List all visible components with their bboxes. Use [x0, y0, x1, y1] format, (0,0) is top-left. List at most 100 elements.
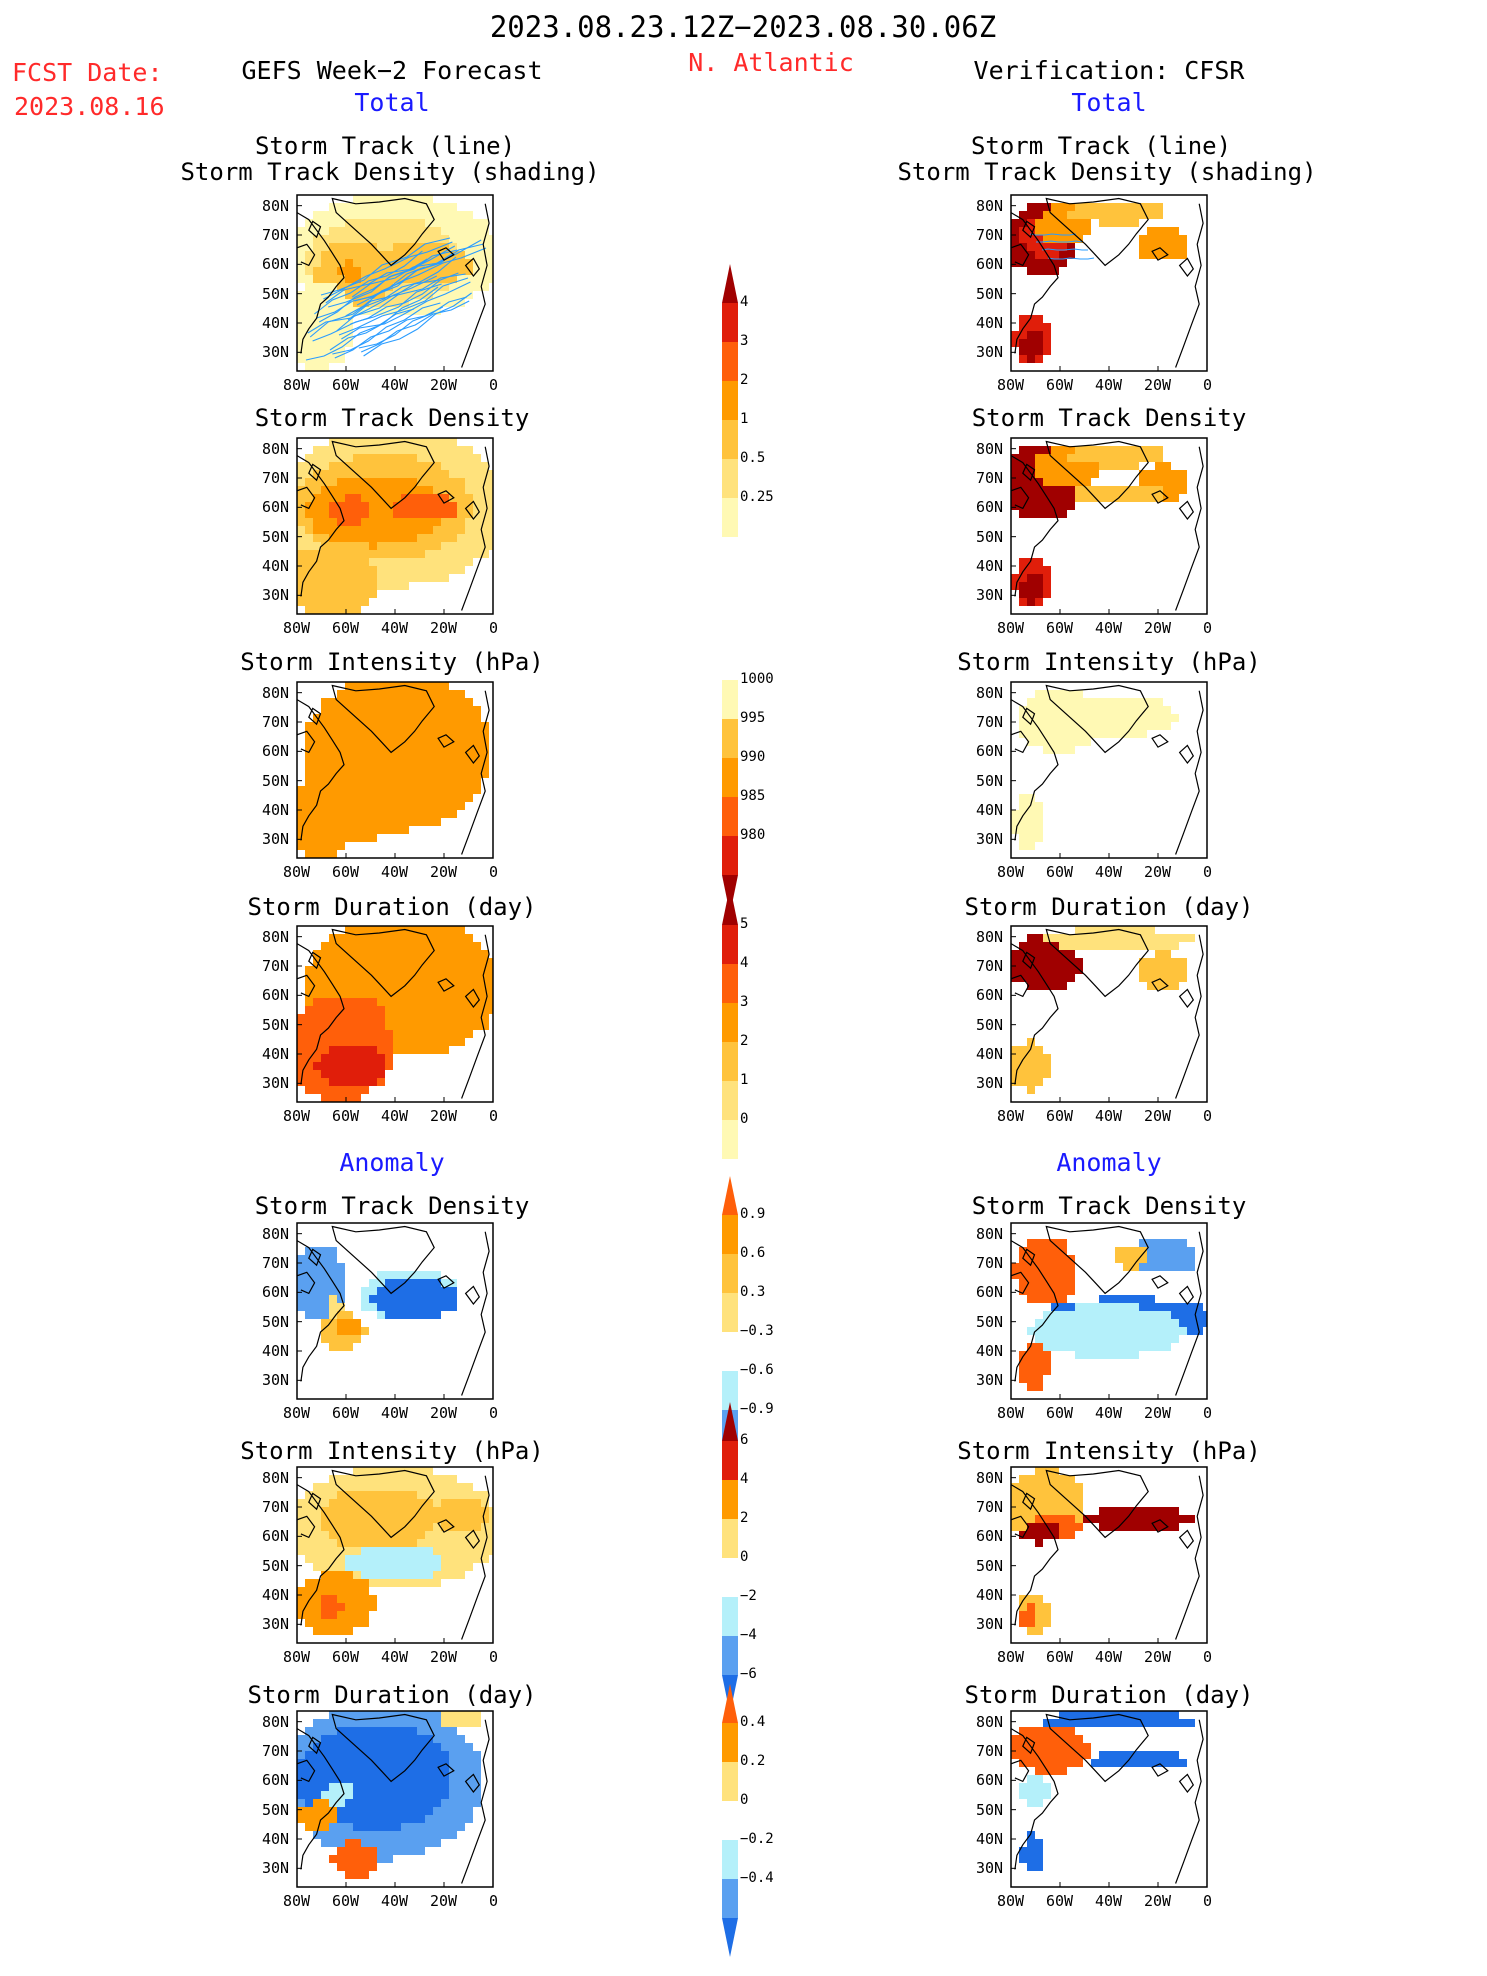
lat-tick-label: 80N: [262, 197, 289, 215]
lon-tick-label: 0: [489, 619, 498, 637]
colorbar-tick-label: −0.3: [740, 1323, 774, 1339]
colorbar-tick-label: 4: [740, 955, 748, 971]
lon-tick-label: 0: [1203, 1648, 1212, 1666]
map-canvas: [296, 1222, 494, 1400]
gefs-anom-density-map: [296, 1222, 494, 1400]
lon-tick-label: 40W: [1095, 1648, 1122, 1666]
lat-tick-label: 30N: [976, 343, 1003, 361]
colorbar-tick-label: 0.9: [740, 1206, 765, 1222]
colorbar-tick-label: 0: [740, 1111, 748, 1127]
map-canvas: [296, 1466, 494, 1644]
lat-tick-label: 50N: [976, 1801, 1003, 1819]
lon-tick-label: 20W: [430, 619, 457, 637]
colorbar-tick-label: 0.4: [740, 1714, 765, 1730]
lat-tick-label: 30N: [262, 1074, 289, 1092]
lon-tick-label: 60W: [1046, 1404, 1073, 1422]
lat-tick-label: 40N: [262, 1830, 289, 1848]
colorbar-tick-label: 5: [740, 916, 748, 932]
colorbar-tick-label: 0.5: [740, 450, 765, 466]
colorbar-tick-label: 4: [740, 1471, 748, 1487]
colorbar-tick-label: 0.2: [740, 1753, 765, 1769]
lat-tick-label: 40N: [262, 1342, 289, 1360]
left-column-title: GEFS Week−2 Forecast: [241, 56, 542, 85]
lat-tick-label: 80N: [262, 1469, 289, 1487]
colorbar-tick-label: −0.2: [740, 1831, 774, 1847]
lon-tick-label: 80W: [997, 376, 1024, 394]
lon-tick-label: 20W: [1144, 1648, 1171, 1666]
lon-tick-label: 40W: [1095, 1107, 1122, 1125]
map-canvas: [1010, 194, 1208, 372]
lat-tick-label: 40N: [976, 1045, 1003, 1063]
right-intensity-title: Storm Intensity (hPa): [957, 648, 1260, 676]
lon-tick-label: 40W: [1095, 1404, 1122, 1422]
left-total-label: Total: [354, 88, 429, 117]
lon-tick-label: 20W: [1144, 376, 1171, 394]
map-canvas: [1010, 437, 1208, 615]
left-track-title-1: Storm Track (line): [255, 132, 515, 160]
colorbar-tick-label: 985: [740, 788, 765, 804]
left-anomaly-label: Anomaly: [339, 1148, 444, 1177]
lat-tick-label: 60N: [976, 255, 1003, 273]
lat-tick-label: 80N: [976, 1469, 1003, 1487]
map-canvas: [296, 925, 494, 1103]
left-track-title-2: Storm Track Density (shading): [180, 158, 599, 186]
right-anom-density-title: Storm Track Density: [972, 1192, 1247, 1220]
colorbar-tick-label: −6: [740, 1666, 757, 1682]
lon-tick-label: 20W: [430, 376, 457, 394]
lat-tick-label: 80N: [262, 684, 289, 702]
lat-tick-label: 80N: [976, 928, 1003, 946]
lon-tick-label: 20W: [430, 1892, 457, 1910]
lat-tick-label: 50N: [262, 528, 289, 546]
right-column-title: Verification: CFSR: [974, 56, 1245, 85]
lat-tick-label: 80N: [262, 1225, 289, 1243]
lat-tick-label: 40N: [262, 1045, 289, 1063]
lat-tick-label: 80N: [976, 684, 1003, 702]
lon-tick-label: 40W: [1095, 376, 1122, 394]
right-density-title: Storm Track Density: [972, 404, 1247, 432]
map-canvas: [1010, 1466, 1208, 1644]
lat-tick-label: 40N: [976, 801, 1003, 819]
lon-tick-label: 80W: [283, 863, 310, 881]
map-canvas: [296, 437, 494, 615]
colorbar-tick-label: −2: [740, 1588, 757, 1604]
lon-tick-label: 40W: [381, 1648, 408, 1666]
lat-tick-label: 40N: [262, 1586, 289, 1604]
colorbar-tick-label: 0.25: [740, 489, 774, 505]
lon-tick-label: 40W: [381, 619, 408, 637]
lon-tick-label: 0: [1203, 1107, 1212, 1125]
cfsr-anom-duration-map: [1010, 1710, 1208, 1888]
gefs-duration-map: [296, 925, 494, 1103]
colorbar-tick-label: 995: [740, 710, 765, 726]
lat-tick-label: 40N: [976, 557, 1003, 575]
lat-tick-label: 50N: [976, 1016, 1003, 1034]
lat-tick-label: 60N: [262, 986, 289, 1004]
lon-tick-label: 60W: [1046, 619, 1073, 637]
lat-tick-label: 50N: [976, 1557, 1003, 1575]
lat-tick-label: 30N: [262, 1615, 289, 1633]
cfsr-anom-density-map: [1010, 1222, 1208, 1400]
lat-tick-label: 30N: [262, 586, 289, 604]
region-title: N. Atlantic: [688, 48, 854, 77]
right-duration-title: Storm Duration (day): [965, 893, 1254, 921]
lat-tick-label: 60N: [262, 255, 289, 273]
right-track-title-1: Storm Track (line): [971, 132, 1231, 160]
lat-tick-label: 60N: [976, 1527, 1003, 1545]
lat-tick-label: 70N: [262, 226, 289, 244]
lon-tick-label: 40W: [381, 1404, 408, 1422]
colorbar-tick-label: 3: [740, 333, 748, 349]
lat-tick-label: 50N: [262, 285, 289, 303]
lat-tick-label: 40N: [976, 1586, 1003, 1604]
lat-tick-label: 60N: [262, 742, 289, 760]
colorbar-tick-label: 4: [740, 294, 748, 310]
lat-tick-label: 60N: [976, 742, 1003, 760]
left-anom-density-title: Storm Track Density: [255, 1192, 530, 1220]
colorbar-tick-label: −4: [740, 1627, 757, 1643]
lat-tick-label: 80N: [262, 440, 289, 458]
lat-tick-label: 50N: [262, 1801, 289, 1819]
lon-tick-label: 80W: [997, 1892, 1024, 1910]
left-anom-intensity-title: Storm Intensity (hPa): [240, 1437, 543, 1465]
right-anomaly-label: Anomaly: [1056, 1148, 1161, 1177]
lat-tick-label: 30N: [976, 1615, 1003, 1633]
lat-tick-label: 50N: [976, 285, 1003, 303]
lon-tick-label: 60W: [1046, 376, 1073, 394]
